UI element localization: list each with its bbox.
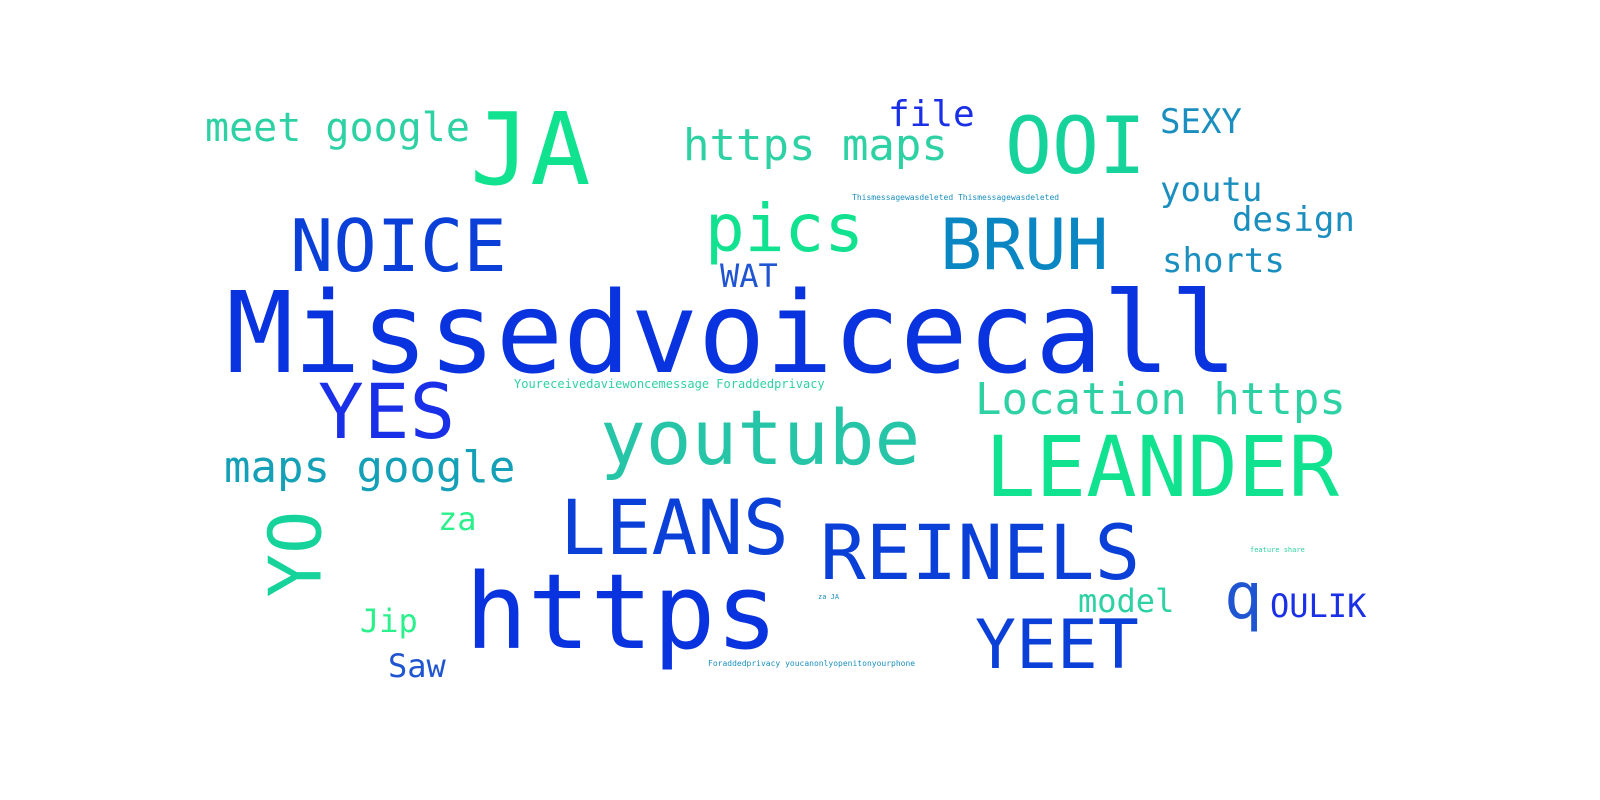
word-privacy-note: Foraddedprivacy youcanonlyopenitonyourph…: [708, 659, 916, 668]
word-small-za: za JA: [818, 593, 840, 601]
word-ooi: OOI: [1005, 102, 1146, 192]
word-maps-google: maps google: [224, 442, 516, 493]
word-shorts: shorts: [1162, 241, 1285, 281]
word-feature-share: feature share: [1250, 546, 1305, 554]
word-ja: JA: [470, 91, 591, 208]
word-pics: pics: [705, 190, 864, 267]
word-jip: Jip: [360, 602, 418, 640]
word-design: design: [1232, 200, 1355, 240]
word-q: q: [1224, 560, 1263, 634]
word-youtu: youtu: [1160, 170, 1263, 210]
word-oulik: OULIK: [1270, 587, 1367, 625]
word-reinels: REINELS: [820, 508, 1141, 597]
word-youtube: youtube: [600, 393, 921, 482]
word-location-https: Location https: [975, 374, 1346, 425]
word-https: https: [465, 551, 779, 673]
word-saw: Saw: [388, 647, 446, 685]
word-za: za: [438, 500, 477, 538]
word-meet-google: meet google: [205, 105, 470, 151]
word-bruh: BRUH: [940, 204, 1109, 286]
word-yeet: YEET: [975, 606, 1139, 685]
word-https-maps: https maps: [683, 120, 948, 171]
word-file: file: [888, 94, 975, 135]
word-yo: YO: [253, 510, 338, 598]
word-missedvoicecall: Missedvoicecall: [226, 269, 1238, 399]
word-noice: NOICE: [290, 204, 507, 288]
word-yes: YES: [318, 367, 456, 456]
word-view-once-message: Youreceivedaviewoncemessage Foraddedpriv…: [514, 377, 825, 391]
word-leans: LEANS: [560, 483, 789, 572]
word-sexy: SEXY: [1160, 102, 1242, 142]
word-wat: WAT: [720, 257, 778, 295]
word-leander: LEANDER: [985, 418, 1340, 516]
word-deleted-message: Thismessagewasdeleted Thismessagewasdele…: [852, 193, 1060, 202]
word-model: model: [1078, 582, 1175, 620]
